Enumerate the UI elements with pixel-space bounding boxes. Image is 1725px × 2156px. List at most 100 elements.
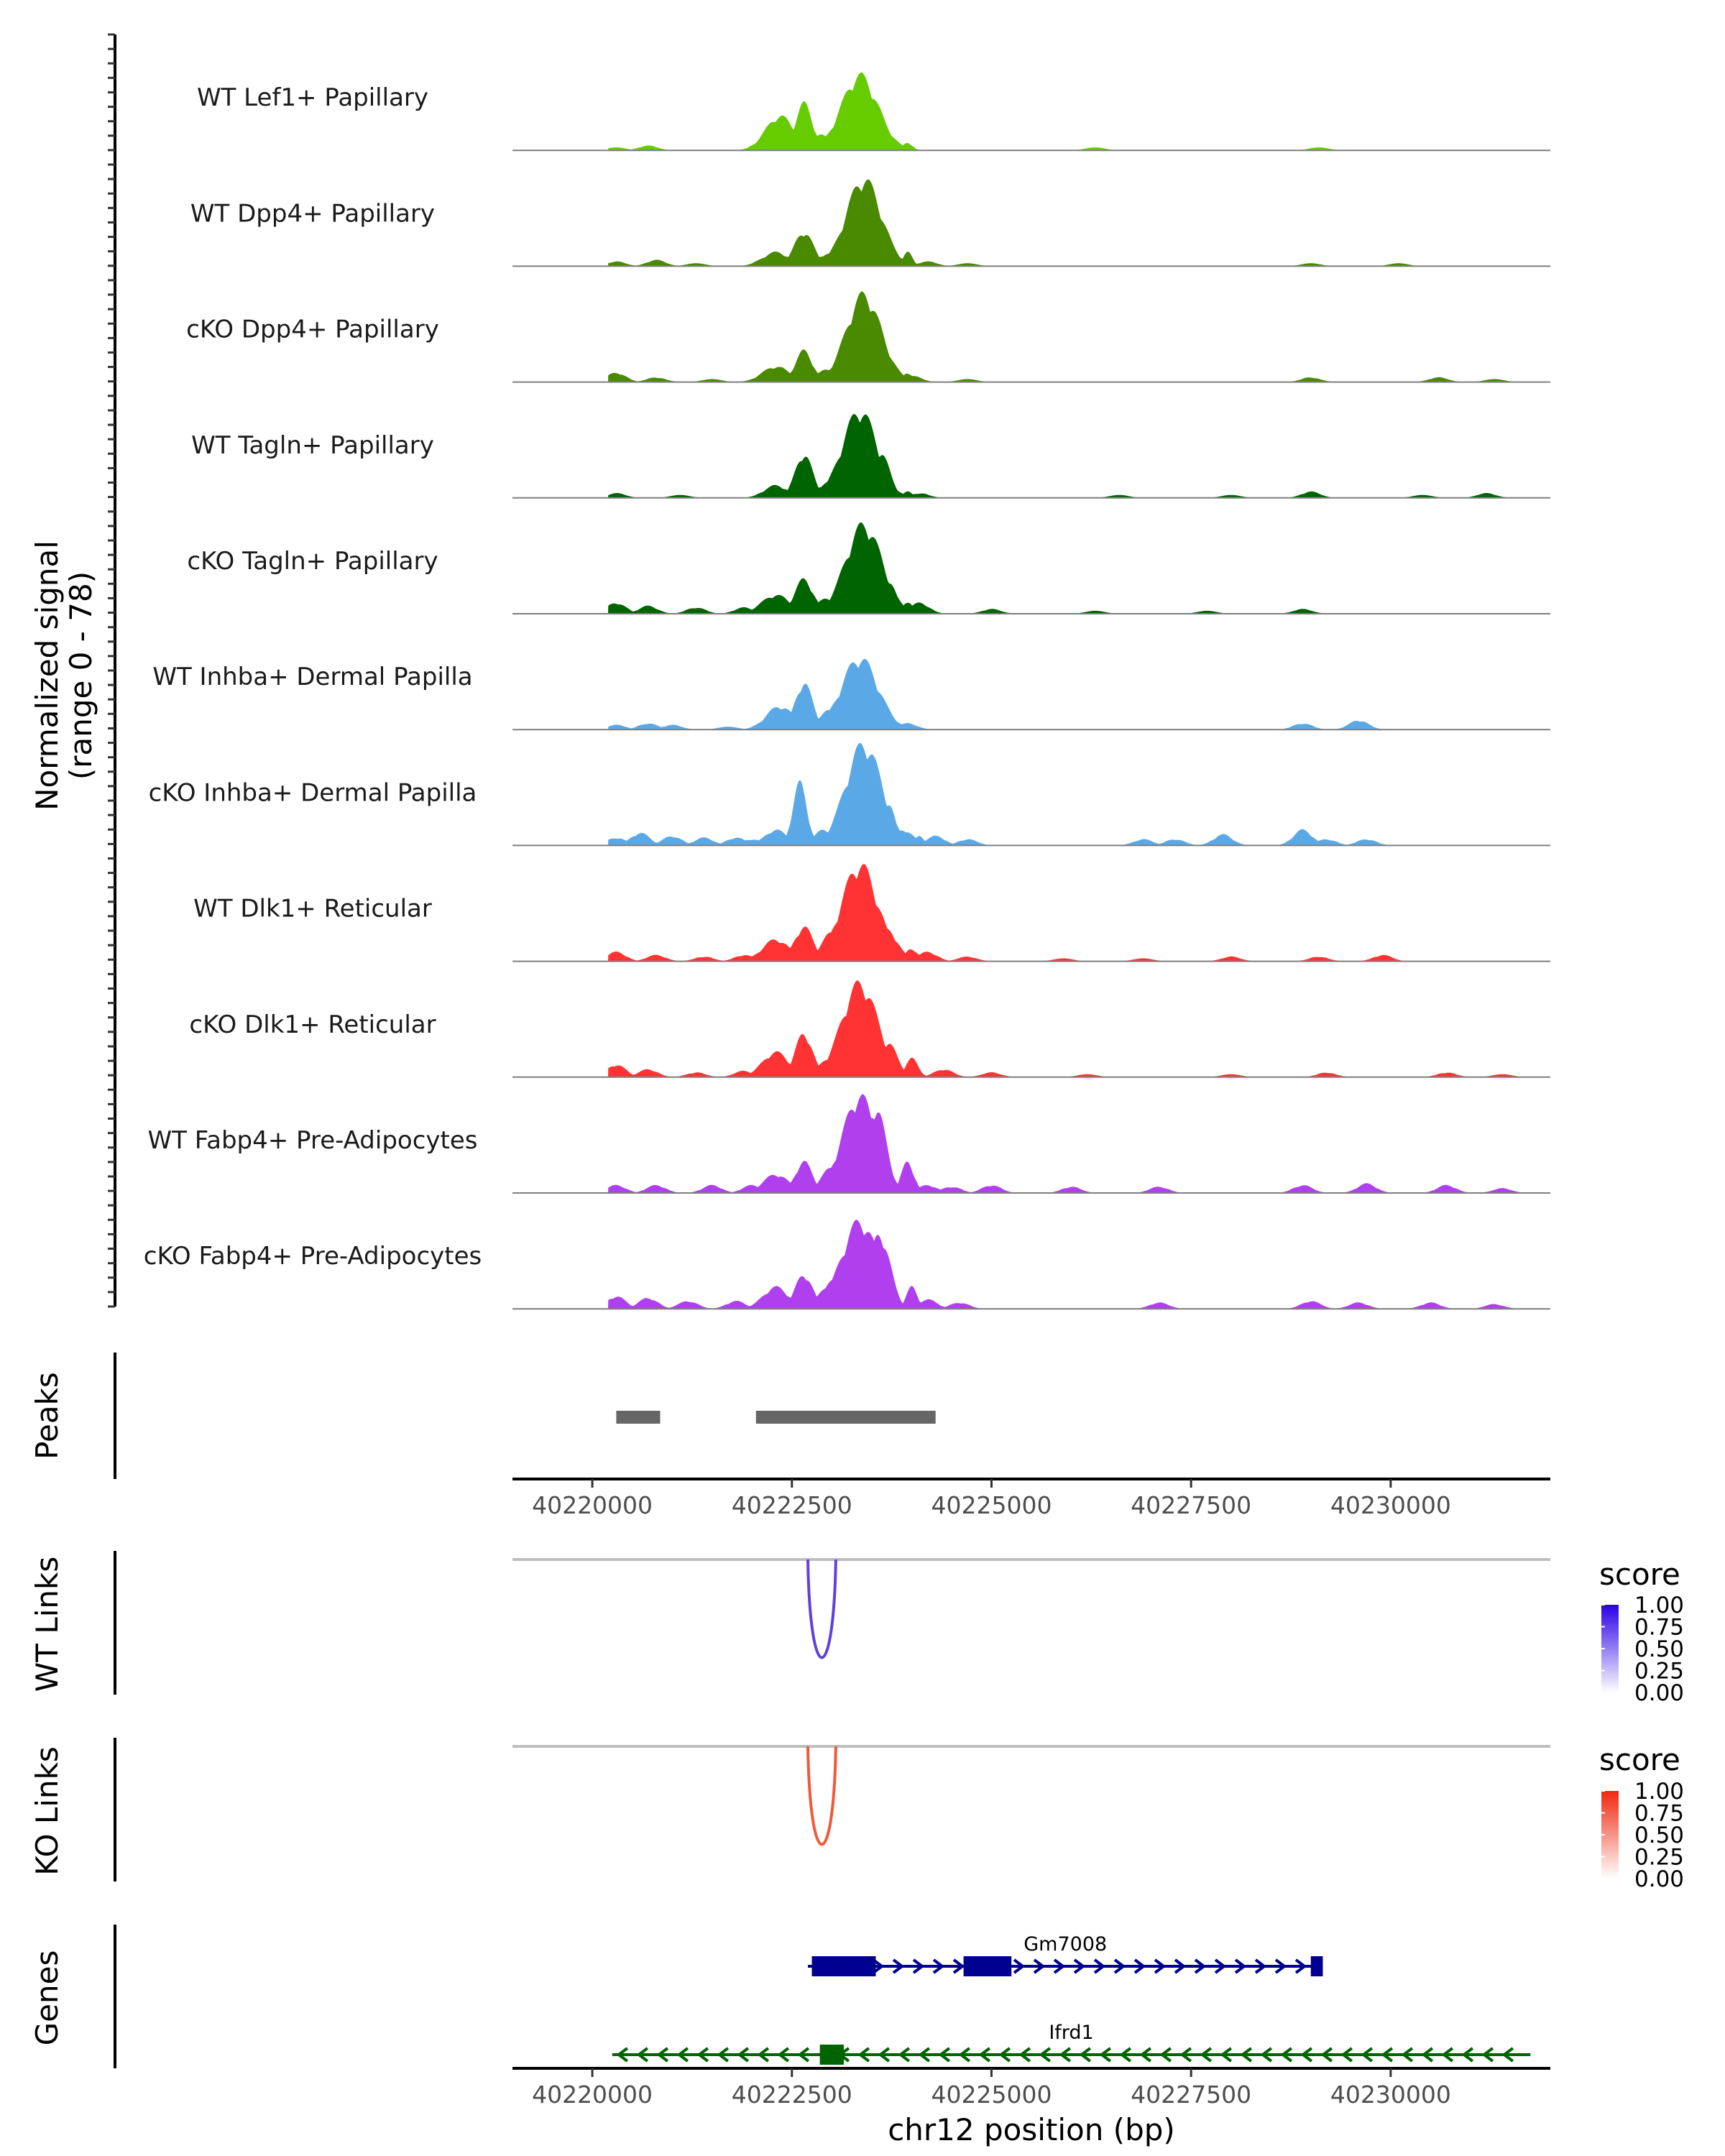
track-label: WT Fabp4+ Pre-Adipocytes [148, 1126, 478, 1155]
strand-arrow [932, 1958, 945, 1974]
strand-arrow [1481, 2047, 1494, 2063]
strand-arrow [797, 2047, 810, 2063]
strand-arrow [1421, 2047, 1434, 2063]
strand-arrow [1033, 1958, 1046, 1974]
x-axis-title: chr12 position (bp) [888, 2112, 1175, 2147]
gene-exon [1310, 1956, 1323, 1976]
wt-legend-title: score [1599, 1557, 1680, 1592]
peaks-track [616, 1411, 936, 1424]
signal-track: cKO Inhba+ Dermal Papilla [149, 742, 1550, 847]
strand-arrow [656, 2047, 669, 2063]
strand-arrow [1401, 2047, 1414, 2063]
signal-track: WT Dlk1+ Reticular [193, 864, 1550, 962]
strand-arrow [1099, 2047, 1112, 2063]
strand-arrow [1220, 2047, 1233, 2063]
genes-x-axis: 40220000 40222500 40225000 40227500 40230000 [532, 2068, 1451, 2109]
strand-arrow [1059, 2047, 1072, 2063]
signal-track: WT Fabp4+ Pre-Adipocytes [148, 1094, 1550, 1194]
signal-track: WT Lef1+ Papillary [197, 72, 1550, 152]
ko-links-label: KO Links [29, 1746, 65, 1876]
track-label: cKO Fabp4+ Pre-Adipocytes [144, 1242, 482, 1271]
strand-arrow [777, 2047, 790, 2063]
coverage-area [512, 864, 1550, 962]
genes-track: Gm7008 Ifrd1 [612, 1933, 1531, 2065]
strand-arrow [1234, 1958, 1247, 1974]
strand-arrow [1159, 2047, 1172, 2063]
coverage-area [512, 179, 1550, 267]
legend-tick-label: 0.25 [1634, 1659, 1684, 1685]
strand-arrow [1441, 2047, 1454, 2063]
peak-region [616, 1411, 661, 1424]
coverage-area [512, 1094, 1550, 1193]
track-label: WT Dpp4+ Papillary [190, 199, 435, 228]
x-tick-label: 40222500 [732, 2081, 852, 2109]
strand-arrow [1139, 2047, 1152, 2063]
coverage-area [512, 1220, 1550, 1309]
x-tick-label: 40227500 [1131, 2081, 1251, 2109]
strand-arrow [958, 2047, 971, 2063]
legend-tick-label: 0.00 [1634, 1866, 1684, 1892]
strand-arrow [898, 2047, 911, 2063]
strand-arrow [676, 2047, 689, 2063]
strand-arrow [1018, 2047, 1031, 2063]
strand-arrow [1501, 2047, 1514, 2063]
strand-arrow [912, 1958, 925, 1974]
x-tick-label: 40225000 [931, 2081, 1052, 2109]
strand-arrow [872, 1958, 885, 1974]
track-label: WT Lef1+ Papillary [197, 83, 428, 112]
strand-arrow [1073, 1958, 1086, 1974]
signal-track: WT Inhba+ Dermal Papilla [152, 658, 1550, 731]
strand-arrow [878, 2047, 891, 2063]
wt-links-legend: score 1.000.750.500.250.00 [1599, 1557, 1684, 1706]
strand-arrow [616, 2047, 629, 2063]
strand-arrow [1013, 1958, 1026, 1974]
strand-arrow [1320, 2047, 1333, 2063]
x-tick-label: 40230000 [1330, 1491, 1451, 1519]
legend-tick-label: 0.75 [1634, 1801, 1684, 1827]
strand-arrow [1053, 1958, 1066, 1974]
legend-tick-label: 0.50 [1634, 1636, 1684, 1662]
signal-axis-ticks [108, 33, 115, 1308]
legend-tick-label: 1.00 [1634, 1779, 1684, 1805]
signal-tracks: WT Lef1+ Papillary WT Dpp4+ Papillary cKO … [144, 72, 1550, 1310]
track-label: WT Dlk1+ Reticular [193, 895, 432, 923]
legend-tick-label: 0.75 [1634, 1615, 1684, 1641]
strand-arrow [892, 1958, 905, 1974]
strand-arrow [757, 2047, 770, 2063]
peaks-x-axis: 40220000 40222500 40225000 40227500 40230000 [532, 1479, 1451, 1519]
strand-arrow [1280, 2047, 1293, 2063]
x-tick-label: 40220000 [532, 2081, 653, 2109]
strand-arrow [717, 2047, 730, 2063]
signal-track: WT Tagln+ Papillary [191, 414, 1550, 499]
strand-arrow [636, 2047, 649, 2063]
gene-model: Ifrd1 [612, 2022, 1531, 2065]
gene-exon [811, 1956, 876, 1976]
strand-arrow [1254, 1958, 1267, 1974]
strand-arrow [1079, 2047, 1092, 2063]
coverage-area [512, 980, 1550, 1077]
strand-arrow [952, 1958, 965, 1974]
strand-arrow [1214, 1958, 1227, 1974]
strand-arrow [918, 2047, 931, 2063]
strand-arrow [1260, 2047, 1273, 2063]
signal-track: cKO Dlk1+ Reticular [189, 980, 1550, 1078]
legend-tick-label: 0.50 [1634, 1823, 1684, 1848]
x-tick-label: 40230000 [1330, 2081, 1451, 2109]
wt-links-label: WT Links [29, 1557, 65, 1692]
strand-arrow [1381, 2047, 1394, 2063]
track-label: WT Tagln+ Papillary [191, 431, 434, 460]
strand-arrow [1274, 1958, 1287, 1974]
strand-arrow [1039, 2047, 1052, 2063]
strand-arrow [1194, 1958, 1207, 1974]
coverage-area [512, 522, 1550, 614]
strand-arrow [998, 2047, 1011, 2063]
strand-arrow [1294, 1958, 1307, 1974]
strand-arrow [938, 2047, 951, 2063]
track-label: cKO Dlk1+ Reticular [189, 1010, 436, 1039]
link-arc [806, 1559, 837, 1659]
x-tick-label: 40222500 [732, 1491, 852, 1519]
peak-region [755, 1411, 936, 1424]
strand-arrow [1461, 2047, 1474, 2063]
strand-arrow [1300, 2047, 1313, 2063]
x-tick-label: 40225000 [931, 1491, 1052, 1519]
